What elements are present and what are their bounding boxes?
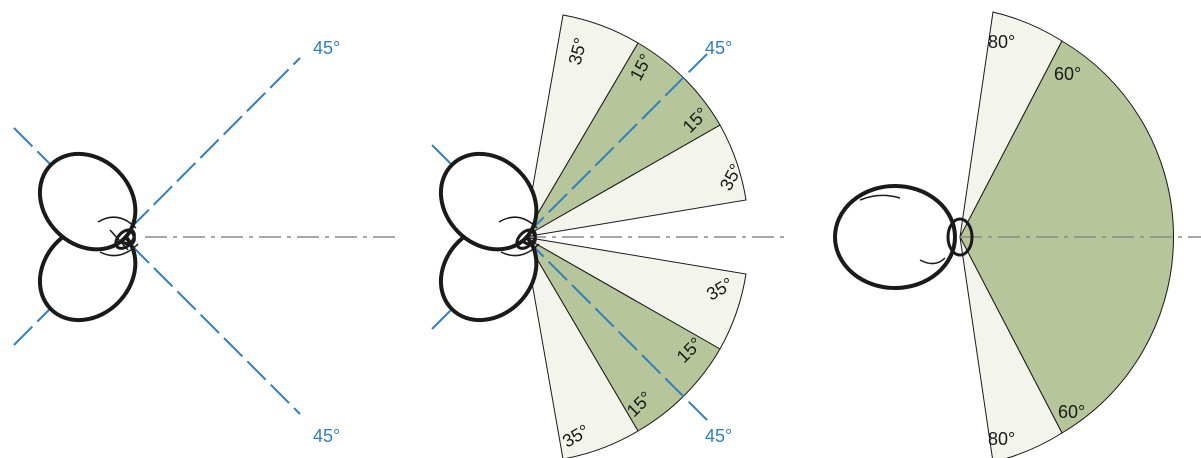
label-bottom-inner: 60° — [1058, 402, 1085, 422]
panel1-label-top: 45° — [313, 38, 340, 58]
sector-bottom-outer-light — [959, 236, 1063, 458]
panel-2: 35° 15° 15° 35° 35° 15° 15° 35° 45° 45° — [431, 14, 790, 458]
panel-3: 80° 60° 60° 80° — [833, 11, 1201, 458]
panel2-label-bottom: 45° — [705, 426, 732, 446]
panel1-label-bottom: 45° — [313, 426, 340, 446]
head-forward — [833, 184, 974, 290]
label-top-outer: 80° — [988, 32, 1015, 52]
sector-upper-outer-light — [523, 14, 639, 238]
head-turned-down — [37, 151, 138, 252]
head-overlap-detail — [498, 216, 540, 257]
head-turned-down — [438, 151, 539, 252]
sector-lower-outer-light — [523, 236, 639, 458]
label-top-inner: 60° — [1054, 64, 1081, 84]
head-overlap-detail — [97, 216, 139, 257]
panel-1: 45° 45° — [13, 38, 400, 446]
label-bottom-outer: 80° — [988, 429, 1015, 449]
panel2-label-top: 45° — [705, 38, 732, 58]
